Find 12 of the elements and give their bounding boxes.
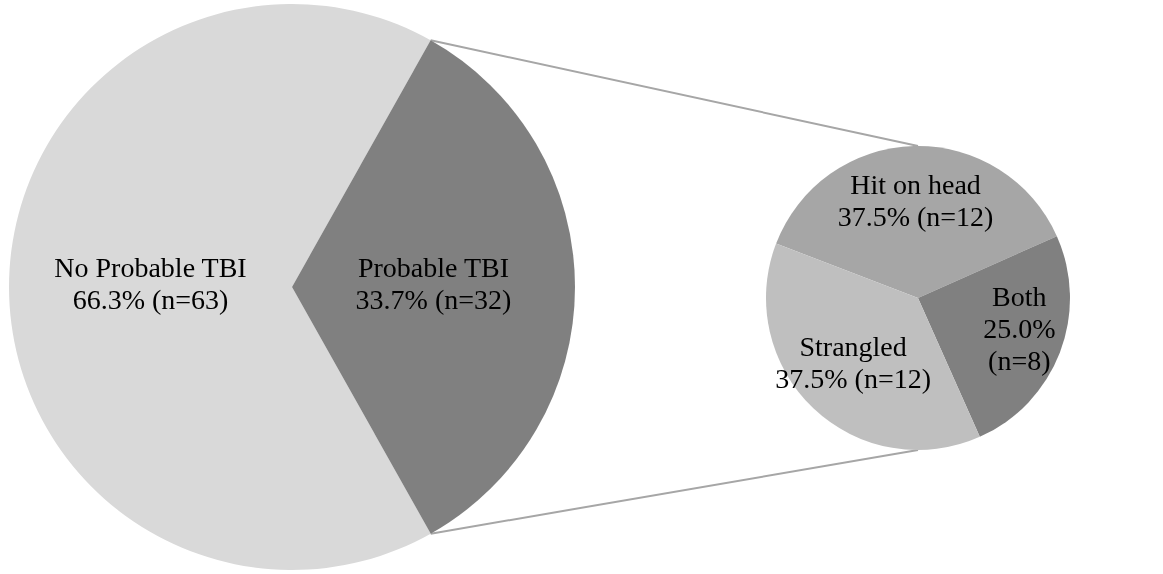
data-label: 66.3% (n=63) bbox=[72, 284, 229, 316]
data-label: 25.0% (n=8) bbox=[983, 313, 1056, 377]
slice-label: No Probable TBI bbox=[54, 252, 247, 284]
data-label: 37.5% (n=12) bbox=[837, 201, 994, 233]
pie-slice bbox=[292, 40, 575, 534]
slice-label: Both bbox=[992, 281, 1047, 313]
data-label: 37.5% (n=12) bbox=[775, 363, 932, 395]
data-label: 33.7% (n=32) bbox=[355, 284, 512, 316]
slice-label: Strangled bbox=[799, 331, 907, 363]
pie-slice bbox=[766, 243, 980, 450]
slice-label: Hit on head bbox=[850, 169, 981, 201]
slice-label: Probable TBI bbox=[357, 252, 510, 284]
